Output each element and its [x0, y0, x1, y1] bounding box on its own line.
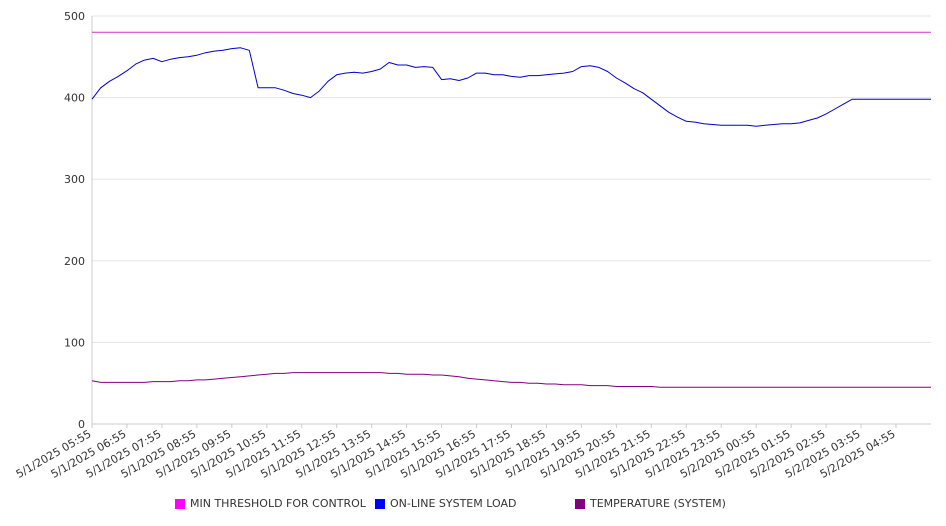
series-line-2 — [91, 372, 931, 388]
y-tick-label: 100 — [64, 336, 85, 349]
y-tick-label: 500 — [64, 10, 85, 23]
legend-swatch-min-threshold — [175, 498, 185, 509]
legend-label-min-threshold: MIN THRESHOLD FOR CONTROL — [190, 497, 366, 510]
legend-swatch-temperature — [575, 498, 585, 509]
grid-lines — [92, 15, 931, 343]
legend-item-system-load: ON-LINE SYSTEM LOAD — [375, 497, 516, 510]
x-axis-ticks: 5/1/2025 05:555/1/2025 06:555/1/2025 07:… — [14, 424, 898, 481]
axes — [91, 16, 931, 425]
legend-item-min-threshold: MIN THRESHOLD FOR CONTROL — [175, 497, 366, 510]
series-lines — [91, 31, 931, 388]
y-axis-ticks: 0 100 200 300 400 500 — [64, 10, 85, 431]
legend-item-temperature: TEMPERATURE (SYSTEM) — [575, 497, 726, 510]
y-tick-label: 200 — [64, 255, 85, 268]
y-tick-label: 0 — [78, 418, 85, 431]
series-line-1 — [91, 47, 931, 127]
legend-label-temperature: TEMPERATURE (SYSTEM) — [590, 497, 726, 510]
legend-swatch-system-load — [375, 498, 385, 509]
y-tick-label: 300 — [64, 173, 85, 186]
legend: MIN THRESHOLD FOR CONTROL ON-LINE SYSTEM… — [0, 497, 946, 517]
y-tick-label: 400 — [64, 92, 85, 105]
legend-label-system-load: ON-LINE SYSTEM LOAD — [390, 497, 517, 510]
